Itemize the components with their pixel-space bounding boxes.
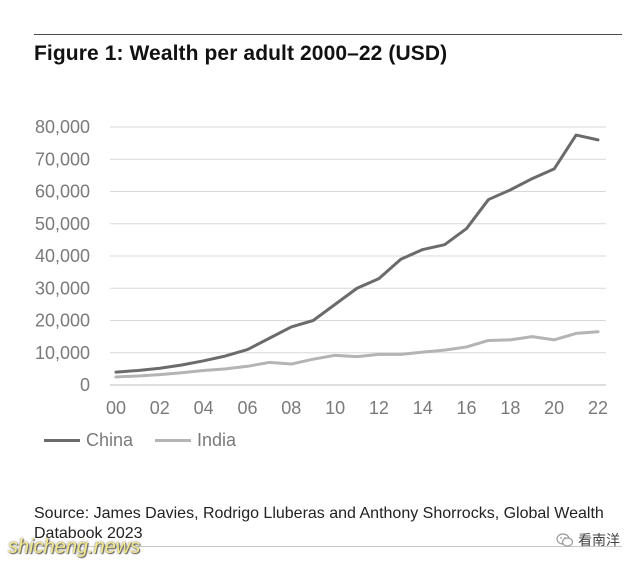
series-line-china — [114, 133, 600, 374]
x-tick-label: 18 — [500, 398, 520, 418]
watermark-left: shicheng.news — [8, 536, 141, 558]
y-tick-label: 0 — [80, 375, 90, 395]
x-axis-ticks: 00 02 04 06 08 10 12 14 16 18 20 22 — [106, 398, 608, 418]
series-lines — [114, 133, 600, 379]
x-tick-label: 20 — [544, 398, 564, 418]
figure-title: Figure 1: Wealth per adult 2000–22 (USD) — [34, 42, 448, 65]
x-tick-label: 08 — [281, 398, 301, 418]
series-line-india — [114, 330, 600, 379]
y-tick-label: 80,000 — [35, 117, 90, 137]
legend-label-china: China — [86, 429, 134, 450]
legend: China India — [44, 430, 258, 450]
watermark-right: 看南洋 — [556, 530, 620, 550]
gridlines — [110, 126, 606, 386]
x-tick-label: 04 — [194, 398, 214, 418]
top-rule — [34, 34, 622, 35]
line-chart: 0 10,000 20,000 30,000 40,000 50,000 60,000 70,… — [35, 117, 608, 418]
legend-label-india: India — [197, 429, 237, 450]
bottom-rule — [34, 546, 622, 547]
x-tick-label: 02 — [150, 398, 170, 418]
y-tick-label: 60,000 — [35, 182, 90, 202]
y-tick-label: 20,000 — [35, 311, 90, 331]
x-tick-label: 12 — [369, 398, 389, 418]
legend-swatch-india — [155, 438, 192, 442]
x-tick-label: 16 — [457, 398, 477, 418]
watermark-right-text: 看南洋 — [578, 532, 620, 548]
y-tick-label: 30,000 — [35, 278, 90, 298]
x-tick-label: 14 — [413, 398, 433, 418]
legend-item-india: India — [155, 430, 236, 451]
source-note: Source: James Davies, Rodrigo Lluberas a… — [34, 505, 604, 542]
y-tick-label: 70,000 — [35, 149, 90, 169]
x-tick-label: 00 — [106, 398, 126, 418]
x-tick-label: 22 — [588, 398, 608, 418]
legend-swatch-china — [44, 438, 80, 442]
y-axis-ticks: 0 10,000 20,000 30,000 40,000 50,000 60,000 70,… — [35, 117, 90, 395]
x-tick-label: 06 — [237, 398, 257, 418]
x-tick-label: 10 — [325, 398, 345, 418]
y-tick-label: 10,000 — [35, 343, 90, 363]
y-tick-label: 50,000 — [35, 214, 90, 234]
y-tick-label: 40,000 — [35, 246, 90, 266]
legend-item-china: China — [44, 430, 133, 451]
wechat-icon — [556, 533, 574, 547]
